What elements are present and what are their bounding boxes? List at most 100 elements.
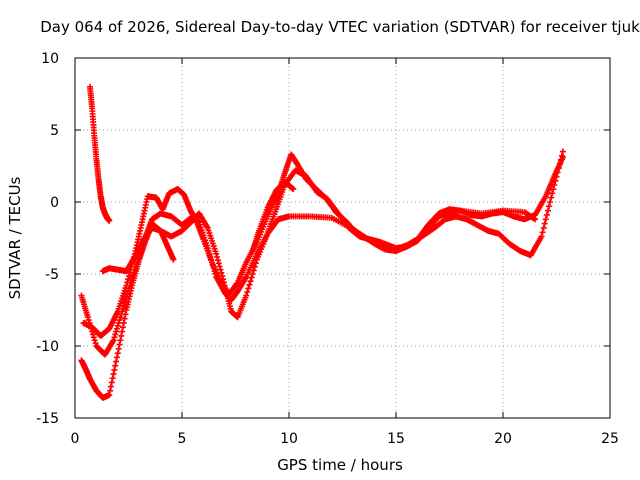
data-point bbox=[107, 387, 114, 394]
data-point bbox=[111, 366, 118, 373]
data-point bbox=[218, 269, 225, 276]
data-point bbox=[124, 291, 131, 298]
data-point bbox=[123, 282, 130, 289]
data-point bbox=[112, 331, 119, 338]
data-point bbox=[109, 375, 116, 382]
data-point bbox=[113, 354, 120, 361]
series-4 bbox=[80, 148, 566, 339]
data-point bbox=[553, 173, 560, 180]
series-6 bbox=[249, 178, 297, 254]
data-point bbox=[549, 190, 556, 197]
data-point bbox=[108, 379, 115, 386]
data-point bbox=[120, 319, 127, 326]
data-point bbox=[538, 233, 545, 240]
data-points bbox=[78, 83, 566, 401]
data-point bbox=[118, 311, 125, 318]
data-point bbox=[214, 254, 221, 261]
data-point bbox=[125, 276, 132, 283]
data-point bbox=[245, 285, 252, 292]
grid-lines bbox=[75, 58, 610, 418]
data-point bbox=[170, 256, 177, 263]
data-point bbox=[110, 337, 117, 344]
data-point bbox=[214, 257, 221, 264]
data-point bbox=[115, 319, 122, 326]
y-tick-label: -5 bbox=[45, 267, 59, 283]
data-point bbox=[119, 324, 126, 331]
data-point bbox=[116, 341, 123, 348]
x-tick-label: 25 bbox=[601, 431, 619, 447]
x-tick-label: 0 bbox=[71, 431, 80, 447]
data-point bbox=[124, 279, 131, 286]
data-point bbox=[118, 332, 125, 339]
axis-ticks: 0 5 10 15 20 25 -15 -10 -5 0 5 10 bbox=[36, 51, 619, 447]
series-5 bbox=[99, 224, 177, 275]
x-axis-title: GPS time / hours bbox=[277, 456, 403, 474]
data-point bbox=[213, 250, 220, 257]
plot-frame bbox=[74, 57, 611, 419]
data-point bbox=[290, 186, 297, 193]
data-point bbox=[215, 260, 222, 267]
data-point bbox=[119, 328, 126, 335]
data-point bbox=[90, 334, 97, 341]
x-tick-label: 5 bbox=[178, 431, 187, 447]
data-point bbox=[544, 207, 551, 214]
data-point bbox=[247, 278, 254, 285]
data-point bbox=[249, 271, 256, 277]
data-point bbox=[126, 269, 133, 276]
y-tick-label: 0 bbox=[50, 195, 59, 211]
data-point bbox=[89, 331, 96, 338]
data-point bbox=[84, 314, 91, 321]
data-point bbox=[251, 263, 258, 270]
series-1 bbox=[86, 83, 113, 224]
data-point bbox=[114, 322, 121, 329]
data-point bbox=[557, 156, 564, 163]
x-tick-label: 10 bbox=[280, 431, 298, 447]
y-tick-label: 5 bbox=[50, 123, 59, 139]
data-point bbox=[547, 199, 554, 205]
data-point bbox=[217, 266, 224, 273]
data-point bbox=[117, 337, 124, 344]
data-point bbox=[243, 292, 250, 299]
data-point bbox=[111, 334, 118, 341]
series-3 bbox=[78, 154, 566, 358]
data-point bbox=[113, 328, 120, 335]
data-point bbox=[123, 294, 130, 301]
data-point bbox=[117, 314, 124, 321]
data-point bbox=[551, 182, 558, 189]
data-point bbox=[246, 281, 253, 288]
chart-title: Day 064 of 2026, Sidereal Day-to-day VTE… bbox=[40, 18, 640, 36]
x-tick-label: 20 bbox=[494, 431, 512, 447]
data-point bbox=[248, 274, 255, 281]
data-point bbox=[121, 299, 128, 306]
data-point bbox=[121, 315, 128, 322]
data-point bbox=[554, 169, 561, 176]
data-point bbox=[541, 220, 548, 227]
data-point bbox=[125, 273, 132, 280]
data-point bbox=[539, 229, 546, 236]
data-point bbox=[555, 165, 562, 172]
data-point bbox=[85, 317, 92, 324]
data-point bbox=[91, 337, 98, 344]
data-point bbox=[546, 203, 553, 210]
data-point bbox=[550, 186, 557, 193]
data-point bbox=[113, 358, 120, 365]
data-point bbox=[548, 194, 555, 201]
data-point bbox=[114, 350, 121, 357]
data-point bbox=[107, 383, 114, 390]
y-tick-label: -15 bbox=[36, 411, 59, 427]
y-tick-label: 10 bbox=[41, 51, 59, 67]
data-point bbox=[216, 263, 223, 270]
data-point bbox=[552, 177, 559, 184]
data-point bbox=[110, 371, 117, 378]
data-point bbox=[543, 211, 550, 218]
data-point bbox=[92, 340, 99, 347]
data-point bbox=[113, 325, 120, 332]
data-point bbox=[559, 148, 566, 155]
data-point bbox=[106, 217, 113, 224]
data-point bbox=[542, 216, 549, 223]
data-point bbox=[244, 289, 251, 295]
y-tick-label: -10 bbox=[36, 339, 59, 355]
data-point bbox=[122, 296, 129, 303]
data-point bbox=[106, 391, 113, 398]
